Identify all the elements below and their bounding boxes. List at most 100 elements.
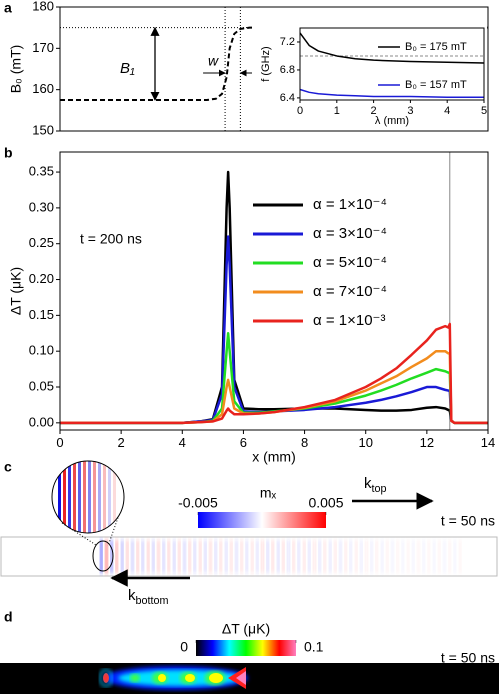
field-band bbox=[230, 540, 233, 573]
x-tick-label: 8 bbox=[301, 435, 308, 450]
legend-label: α = 1×10⁻³ bbox=[313, 312, 385, 329]
field-band bbox=[313, 540, 316, 573]
data-line bbox=[60, 26, 488, 101]
arrow-label-sub: bottom bbox=[136, 595, 169, 607]
field-band bbox=[458, 540, 462, 573]
x-tick-label: 0 bbox=[56, 435, 63, 450]
field-band bbox=[287, 540, 290, 573]
field-band bbox=[438, 540, 441, 573]
field-band bbox=[349, 540, 353, 573]
colorbar-tick-label: -0.005 bbox=[178, 495, 218, 511]
inset-background bbox=[252, 20, 487, 130]
data-line bbox=[60, 322, 488, 425]
arrow-label-sub: top bbox=[372, 483, 387, 495]
field-band bbox=[250, 540, 254, 573]
field-band bbox=[198, 540, 202, 573]
field-band bbox=[126, 540, 129, 573]
field-band bbox=[235, 540, 238, 573]
x-tick-label: 2 bbox=[371, 105, 377, 117]
annotation: w bbox=[208, 53, 219, 69]
field-band bbox=[406, 540, 410, 573]
field-band bbox=[219, 540, 223, 573]
field-band bbox=[302, 540, 306, 573]
panel-label: b bbox=[4, 145, 13, 161]
field-band bbox=[297, 540, 301, 573]
annotation: t = 200 ns bbox=[80, 231, 142, 247]
field-band bbox=[391, 540, 394, 573]
field-band bbox=[261, 540, 264, 573]
field-band bbox=[172, 540, 176, 573]
zoom-band bbox=[108, 461, 111, 533]
x-tick-label: 6 bbox=[240, 435, 247, 450]
field-band bbox=[308, 540, 311, 573]
zoom-band bbox=[103, 461, 106, 533]
heat-blob bbox=[99, 669, 113, 687]
field-band bbox=[360, 540, 363, 573]
field-band bbox=[386, 540, 389, 573]
heat-front bbox=[236, 671, 246, 685]
x-axis-label: x (mm) bbox=[252, 449, 296, 465]
field-band bbox=[209, 540, 212, 573]
field-band bbox=[453, 540, 457, 573]
zoom-band bbox=[88, 461, 91, 533]
field-band bbox=[214, 540, 217, 573]
field-band bbox=[183, 540, 186, 573]
data-line bbox=[299, 32, 485, 64]
y-tick-label: 0.20 bbox=[29, 271, 54, 286]
annotation: B₁ bbox=[120, 60, 135, 77]
x-tick-label: 14 bbox=[481, 435, 495, 450]
zoom-source bbox=[92, 540, 114, 572]
field-band bbox=[105, 540, 108, 573]
field-band bbox=[136, 540, 139, 573]
field-band bbox=[448, 540, 451, 573]
field-band bbox=[334, 540, 337, 573]
legend-label: α = 3×10⁻⁴ bbox=[313, 225, 387, 242]
legend-label: B₀ = 175 mT bbox=[405, 41, 467, 53]
field-band bbox=[167, 540, 171, 573]
field-band bbox=[417, 540, 420, 573]
x-tick-label: 0 bbox=[297, 105, 303, 117]
field-band bbox=[193, 540, 197, 573]
y-tick-label: 0.00 bbox=[29, 414, 54, 429]
field-band bbox=[365, 540, 368, 573]
field-band bbox=[157, 540, 160, 573]
y-tick-label: 0.30 bbox=[29, 199, 54, 214]
field-band bbox=[256, 540, 259, 573]
x-tick-label: 4 bbox=[179, 435, 186, 450]
field-band bbox=[152, 540, 155, 573]
field-band bbox=[370, 540, 373, 573]
field-band bbox=[141, 540, 145, 573]
y-axis-label: B₀ (mT) bbox=[8, 45, 24, 94]
colorbar-tick-label: 0 bbox=[180, 639, 188, 655]
x-tick-label: 4 bbox=[444, 105, 450, 117]
field-band bbox=[412, 540, 415, 573]
colorbar-label: mₓ bbox=[260, 485, 277, 501]
field-band bbox=[318, 540, 321, 573]
plot-frame bbox=[59, 151, 489, 431]
field-band bbox=[100, 540, 103, 573]
field-band bbox=[380, 540, 384, 573]
y-tick-label: 6.4 bbox=[280, 92, 295, 104]
field-band bbox=[443, 540, 446, 573]
heat-blob bbox=[130, 674, 140, 682]
field-band bbox=[344, 540, 347, 573]
legend-label: α = 5×10⁻⁴ bbox=[313, 254, 387, 271]
field-band bbox=[146, 540, 150, 573]
field-band bbox=[162, 540, 165, 573]
field-band bbox=[224, 540, 228, 573]
zoom-band bbox=[93, 461, 96, 533]
zoom-band bbox=[83, 461, 86, 533]
field-band bbox=[178, 540, 181, 573]
y-tick-label: 0.25 bbox=[29, 235, 54, 250]
y-tick-label: 0.35 bbox=[29, 163, 54, 178]
x-axis-label: λ (mm) bbox=[375, 115, 409, 127]
field-band bbox=[432, 540, 436, 573]
data-line bbox=[299, 88, 484, 98]
y-tick-label: 7.2 bbox=[280, 36, 295, 48]
x-tick-label: 2 bbox=[118, 435, 125, 450]
zoom-band bbox=[63, 461, 66, 533]
field-band bbox=[328, 540, 332, 573]
zoom-band bbox=[98, 461, 101, 533]
